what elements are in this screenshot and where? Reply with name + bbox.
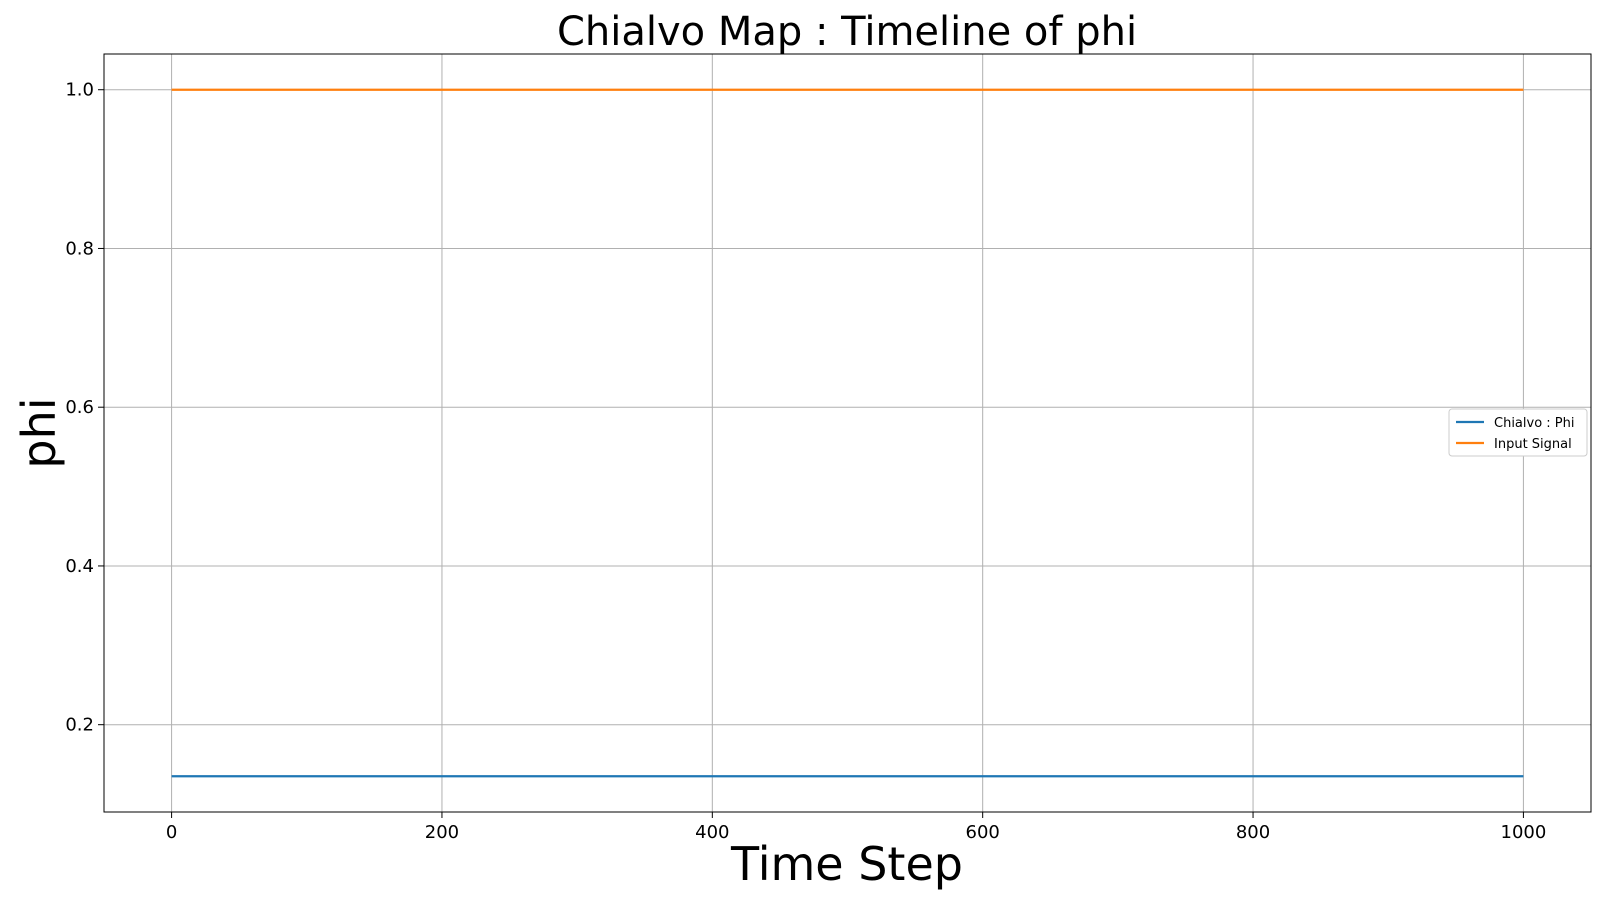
y-tick-label: 0.6 (65, 397, 94, 418)
series-lines (171, 88, 1524, 778)
chart-title: Chialvo Map : Timeline of phi (557, 9, 1137, 55)
y-tick-label: 0.2 (65, 715, 94, 736)
x-tick-label: 400 (695, 822, 729, 843)
legend-label: Chialvo : Phi (1494, 416, 1575, 431)
x-axis-label: Time Step (730, 837, 963, 891)
plot-frame (103, 53, 1592, 813)
axis-ticks: 0 200 400 600 800 1000 0.2 0.4 0.6 0.8 1.0 (65, 80, 1546, 843)
legend-box (1448, 408, 1588, 457)
x-tick-label: 200 (425, 822, 459, 843)
grid (104, 54, 1591, 812)
y-axis-label: phi (12, 397, 66, 468)
x-tick-label: 800 (1236, 822, 1270, 843)
y-tick-label: 0.8 (65, 238, 94, 259)
legend: Chialvo : Phi Input Signal (1448, 408, 1588, 457)
y-tick-label: 0.4 (65, 556, 94, 577)
legend-label: Input Signal (1494, 437, 1572, 452)
x-tick-label: 600 (966, 822, 1000, 843)
y-tick-label: 1.0 (65, 80, 94, 101)
x-tick-label: 1000 (1501, 822, 1547, 843)
x-tick-label: 0 (166, 822, 177, 843)
